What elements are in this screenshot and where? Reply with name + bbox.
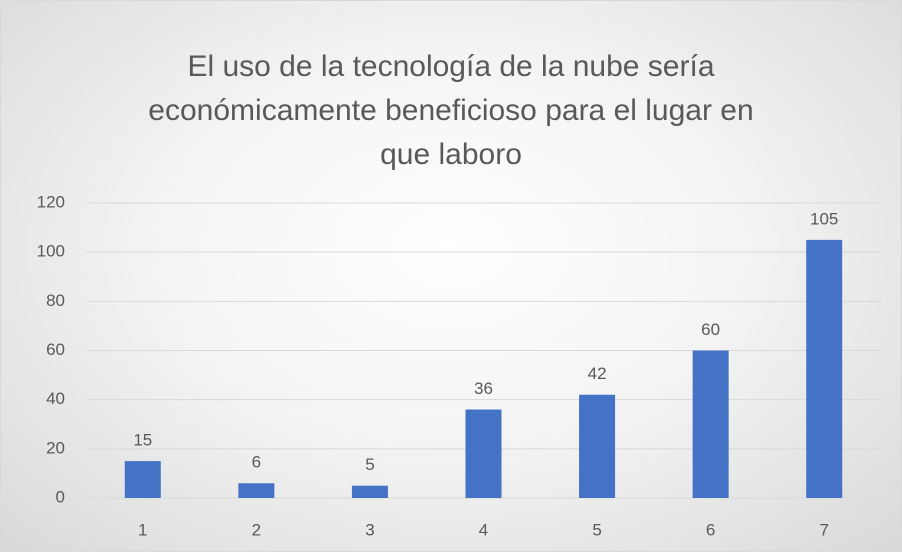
x-tick-label: 7	[819, 520, 828, 539]
y-tick-label: 60	[46, 340, 65, 359]
data-label: 5	[365, 455, 374, 474]
x-tick-label: 3	[365, 520, 374, 539]
bar	[692, 350, 729, 498]
bar	[238, 483, 275, 498]
bar	[465, 409, 502, 498]
y-tick-label: 20	[46, 438, 65, 457]
bar	[806, 239, 843, 498]
y-tick-label: 100	[37, 242, 65, 261]
chart-title: El uso de la tecnología de la nube sería…	[148, 50, 754, 171]
y-tick-label: 120	[37, 192, 65, 211]
data-label: 36	[474, 379, 493, 398]
data-label: 42	[588, 364, 607, 383]
y-tick-label: 0	[56, 487, 65, 506]
bar	[124, 461, 161, 498]
x-tick-label: 6	[706, 520, 715, 539]
x-tick-label: 5	[592, 520, 601, 539]
x-tick-label: 4	[479, 520, 488, 539]
bar	[579, 394, 616, 498]
y-tick-label: 80	[46, 291, 65, 310]
x-tick-label: 2	[252, 520, 261, 539]
data-label: 60	[701, 320, 720, 339]
data-label: 105	[810, 209, 838, 228]
bar	[351, 485, 388, 498]
y-tick-label: 40	[46, 389, 65, 408]
x-tick-label: 1	[138, 520, 147, 539]
data-label: 6	[252, 453, 261, 472]
data-label: 15	[133, 431, 152, 450]
